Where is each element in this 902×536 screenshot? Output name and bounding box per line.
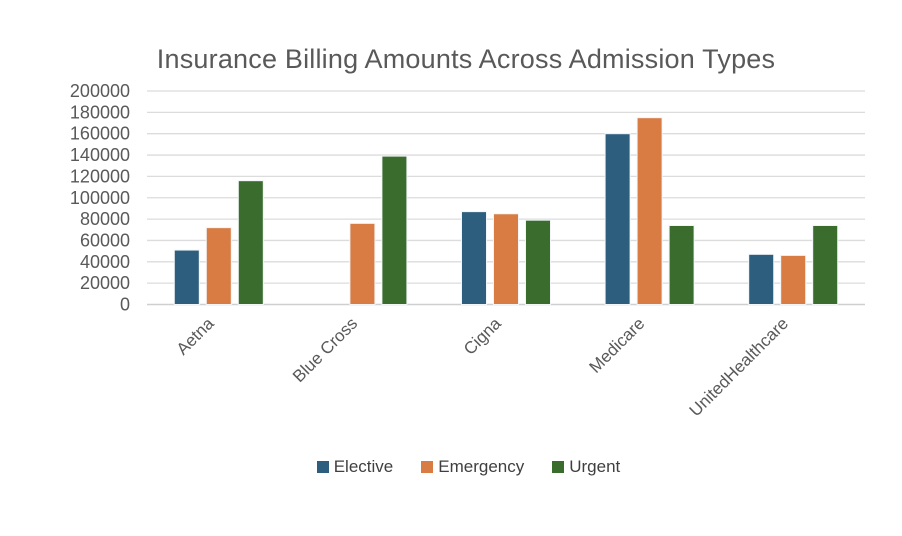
legend-swatch-icon: [421, 461, 434, 473]
x-axis-category-label: Cigna: [460, 314, 505, 359]
chart-legend: Elective Emergency Urgent: [35, 457, 902, 477]
bar-elective-medicare: [604, 133, 631, 305]
legend-item-urgent: Urgent: [552, 457, 620, 477]
y-axis-tick-label: 140000: [70, 145, 130, 165]
y-axis-tick-label: 40000: [80, 252, 130, 272]
y-axis-tick-label: 80000: [80, 209, 130, 229]
chart-title: Insurance Billing Amounts Across Admissi…: [156, 44, 776, 74]
legend-label: Elective: [333, 457, 394, 476]
bar-urgent-unitedhealthcare: [812, 225, 839, 306]
y-axis-tick-label: 60000: [80, 230, 130, 250]
bar-urgent-aetna: [237, 180, 264, 305]
bar-elective-aetna: [173, 249, 200, 305]
legend-item-elective: Elective: [316, 457, 394, 477]
bar-elective-cigna: [461, 211, 487, 305]
bar-emergency-aetna: [205, 227, 232, 305]
bar-emergency-medicare: [636, 117, 663, 305]
y-axis-tick-label: 20000: [80, 273, 130, 293]
x-axis-category-label: Aetna: [173, 314, 218, 359]
bar-elective-unitedhealthcare: [748, 253, 775, 305]
legend-swatch-icon: [316, 461, 329, 473]
y-axis-tick-label: 160000: [70, 124, 130, 144]
x-axis-category-label: Blue Cross: [289, 314, 361, 386]
bar-urgent-cigna: [525, 219, 551, 305]
bar-urgent-medicare: [668, 225, 695, 306]
legend-label: Urgent: [569, 457, 621, 476]
bar-urgent-blue-cross: [381, 155, 408, 305]
y-axis-tick-label: 100000: [70, 188, 130, 208]
legend-label: Emergency: [438, 457, 525, 476]
y-axis-tick-label: 120000: [70, 166, 130, 186]
legend-item-emergency: Emergency: [421, 457, 524, 477]
y-axis-tick-label: 200000: [70, 81, 130, 101]
x-axis-category-label: Medicare: [586, 314, 649, 377]
y-axis-tick-label: 0: [120, 295, 130, 315]
y-axis-tick-label: 180000: [70, 102, 130, 122]
bar-emergency-unitedhealthcare: [780, 254, 807, 306]
x-axis-category-label: UnitedHealthcare: [686, 314, 792, 420]
bar-emergency-cigna: [493, 213, 519, 305]
legend-swatch-icon: [552, 461, 565, 473]
bar-emergency-blue-cross: [349, 222, 376, 305]
